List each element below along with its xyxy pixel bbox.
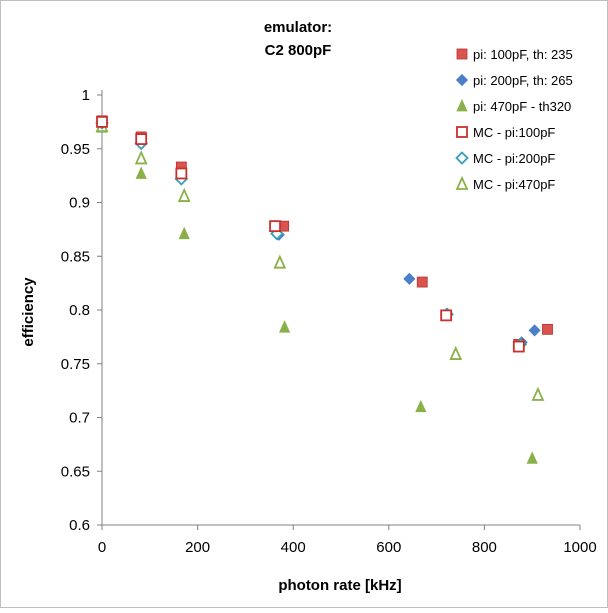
- data-point: [175, 167, 188, 180]
- data-point: [512, 340, 525, 353]
- legend: pi: 100pF, th: 235 pi: 200pF, th: 265 pi: …: [455, 47, 573, 192]
- y-tick-label: 1: [82, 87, 90, 104]
- y-axis-title: efficiency: [20, 277, 37, 347]
- data-point: [177, 187, 191, 202]
- legend-label: pi: 470pF - th320: [473, 99, 571, 114]
- y-tick-label: 0.9: [69, 195, 90, 212]
- legend-marker: [455, 73, 469, 87]
- legend-item: pi: 200pF, th: 265: [455, 73, 573, 88]
- data-point: [403, 272, 416, 285]
- chart-title-line-2: C2 800pF: [265, 42, 332, 59]
- y-tick-label: 0.8: [69, 302, 90, 319]
- x-tick-label: 200: [185, 539, 210, 556]
- legend-marker: [456, 99, 468, 112]
- legend-item: pi: 470pF - th320: [456, 99, 571, 114]
- y-tick-label: 0.6: [69, 517, 90, 534]
- data-point: [449, 345, 463, 360]
- data-point: [178, 226, 190, 240]
- data-point: [134, 150, 148, 165]
- x-axis-title: photon rate [kHz]: [278, 577, 401, 594]
- data-point: [528, 324, 541, 337]
- legend-label: pi: 100pF, th: 235: [473, 47, 573, 62]
- data-point: [415, 399, 427, 413]
- tick-labels: 0 200 400 600 800 1000 0.6 0.65 0.7 0.75 0.8 0.85 0.…: [61, 87, 597, 556]
- x-tick-label: 1000: [563, 539, 596, 556]
- data-points: [95, 115, 553, 464]
- y-tick-label: 0.65: [61, 463, 90, 480]
- y-tick-label: 0.75: [61, 356, 90, 373]
- y-tick-label: 0.7: [69, 410, 90, 427]
- data-point: [542, 323, 553, 335]
- data-point: [135, 166, 147, 179]
- legend-item: MC - pi:100pF: [456, 125, 555, 140]
- data-point: [416, 276, 428, 288]
- data-point: [440, 309, 453, 322]
- legend-marker: [455, 175, 469, 190]
- data-point: [531, 386, 545, 401]
- series-4: [96, 115, 525, 353]
- legend-marker: [456, 126, 468, 138]
- data-point: [96, 115, 108, 128]
- legend-label: MC - pi:470pF: [473, 177, 555, 192]
- legend-item: MC - pi:470pF: [455, 175, 555, 192]
- legend-marker: [456, 48, 468, 60]
- data-point: [273, 254, 287, 269]
- legend-marker: [455, 151, 469, 165]
- data-point: [135, 133, 148, 145]
- legend-label: MC - pi:200pF: [473, 151, 555, 166]
- x-tick-label: 0: [98, 539, 106, 556]
- legend-item: MC - pi:200pF: [455, 151, 555, 166]
- data-point: [526, 451, 538, 464]
- chart-title-line-1: emulator:: [264, 19, 332, 36]
- axes: [97, 90, 581, 530]
- legend-label: pi: 200pF, th: 265: [473, 73, 573, 88]
- x-tick-label: 600: [376, 539, 401, 556]
- x-tick-label: 800: [472, 539, 497, 556]
- y-tick-label: 0.95: [61, 141, 90, 158]
- data-point: [269, 220, 281, 233]
- data-point: [278, 320, 291, 333]
- legend-item: pi: 100pF, th: 235: [456, 47, 573, 62]
- y-tick-label: 0.85: [61, 248, 90, 265]
- legend-label: MC - pi:100pF: [473, 125, 555, 140]
- x-tick-label: 400: [281, 539, 306, 556]
